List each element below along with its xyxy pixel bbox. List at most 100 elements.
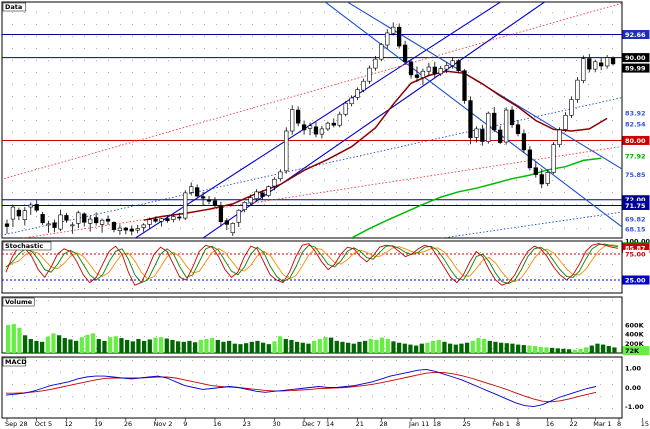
volume-bar <box>193 342 198 353</box>
volume-tag-3: 72K <box>622 346 650 356</box>
volume-tag-2-box <box>623 339 649 348</box>
candle-body <box>402 44 408 63</box>
candle <box>509 106 515 128</box>
candle-body <box>165 218 170 221</box>
volume-bar <box>533 346 538 353</box>
candle-body <box>545 172 550 184</box>
price-tag-2: 89.99 <box>622 63 650 73</box>
x-tick-label-0: Sep 28 <box>5 420 28 428</box>
candle <box>266 185 271 198</box>
candle <box>93 212 99 226</box>
candle <box>58 209 63 232</box>
stochastic-tag-4: 25.00 <box>622 275 650 285</box>
price-tag-1-label: 90.00 <box>625 54 646 62</box>
candle <box>99 218 105 233</box>
x-tick-label-10: Dec 7 <box>302 420 321 428</box>
x-tick-label-8: 23 <box>243 420 251 428</box>
candle-body <box>40 214 45 224</box>
x-tick-label-7: 16 <box>213 420 221 428</box>
x-tick-label-15: 18 <box>433 420 441 428</box>
volume-bar <box>187 340 192 353</box>
candle <box>503 107 509 145</box>
volume-bar <box>572 349 577 353</box>
candle-body <box>236 209 241 223</box>
candle <box>290 105 295 135</box>
stochastic-tag-3-label: 75.00 <box>625 250 646 258</box>
stochastic-title: Stochastic <box>5 242 43 250</box>
volume-bar <box>79 337 84 353</box>
volume-bar <box>40 341 45 353</box>
candle <box>301 120 307 135</box>
candle-body <box>177 216 182 219</box>
candle-body <box>159 218 164 222</box>
candle <box>254 189 259 202</box>
stochastic-tag-2-label: 85.87 <box>625 245 646 253</box>
stochastic-plot <box>2 243 622 286</box>
candle <box>569 96 574 118</box>
volume-bar <box>595 343 600 353</box>
volume-tag-2: 200K <box>623 339 649 348</box>
candle-body <box>521 133 527 151</box>
candle-body <box>408 61 414 76</box>
candle <box>397 23 402 49</box>
price-panel: 92.66 90.00 89.99 83.92 82.54 80.00 77.92 75.85… <box>2 2 650 238</box>
price-tag-4-box <box>623 120 649 129</box>
volume-bar <box>453 344 458 353</box>
volume-bar <box>85 334 90 353</box>
x-tick-label-2: 12 <box>64 420 72 428</box>
macd-tag-0-label: 1.00 <box>625 365 642 373</box>
volume-bar <box>91 333 96 353</box>
candle-body <box>183 192 188 219</box>
candle-body <box>242 202 247 210</box>
candle-body <box>604 57 610 67</box>
candle-body <box>444 65 449 70</box>
candle-body <box>224 220 229 225</box>
candle-body <box>260 192 265 197</box>
volume-bar <box>459 343 464 353</box>
volume-bar <box>51 333 56 353</box>
stochastic-tag-4-label: 25.00 <box>625 276 646 284</box>
volume-bar <box>346 342 351 353</box>
volume-bar <box>215 339 220 353</box>
x-tick-label-17: Feb 1 <box>492 420 510 428</box>
candle-body <box>22 210 27 220</box>
candle-body <box>171 216 176 220</box>
volume-bar <box>147 339 152 353</box>
candle <box>527 146 533 171</box>
candle <box>123 226 128 235</box>
candle-body <box>284 130 289 172</box>
price-tag-6-box <box>623 152 649 161</box>
price-tag-9-label: 71.75 <box>625 202 646 210</box>
candle-body <box>450 60 455 66</box>
candle <box>456 59 461 74</box>
stochastic-tag-4-box <box>622 275 650 285</box>
volume-bar <box>261 342 266 353</box>
volume-bar <box>300 342 305 353</box>
volume-bar <box>283 339 288 353</box>
price-tag-3: 83.92 <box>623 109 649 117</box>
candle <box>468 96 473 145</box>
x-tick-label-22: 8 <box>617 420 621 428</box>
macd-tag-1: 0.00 <box>623 383 649 392</box>
candle-body <box>379 44 384 60</box>
candle-body <box>64 215 69 221</box>
x-tick-label-3: 19 <box>94 420 102 428</box>
volume-bar <box>510 343 515 353</box>
volume-bar <box>504 343 509 353</box>
candle <box>480 124 485 146</box>
candle <box>194 184 200 198</box>
volume-bar <box>555 348 560 353</box>
candle <box>10 205 16 227</box>
price-tag-1: 90.00 <box>622 53 650 63</box>
candle <box>206 196 212 205</box>
stochastic-tag-0-label: 100.00 <box>625 237 650 245</box>
volume-bar <box>465 342 470 353</box>
trend-line-0 <box>134 2 502 238</box>
macd-line <box>5 368 597 408</box>
candle-body <box>16 209 22 217</box>
trend-line-5 <box>346 2 622 170</box>
volume-bar <box>329 337 334 353</box>
price-tag-3-box <box>623 109 649 118</box>
macd-panel: 1.00 0.00 -1.00 MACD <box>2 357 649 411</box>
candle <box>492 106 497 133</box>
